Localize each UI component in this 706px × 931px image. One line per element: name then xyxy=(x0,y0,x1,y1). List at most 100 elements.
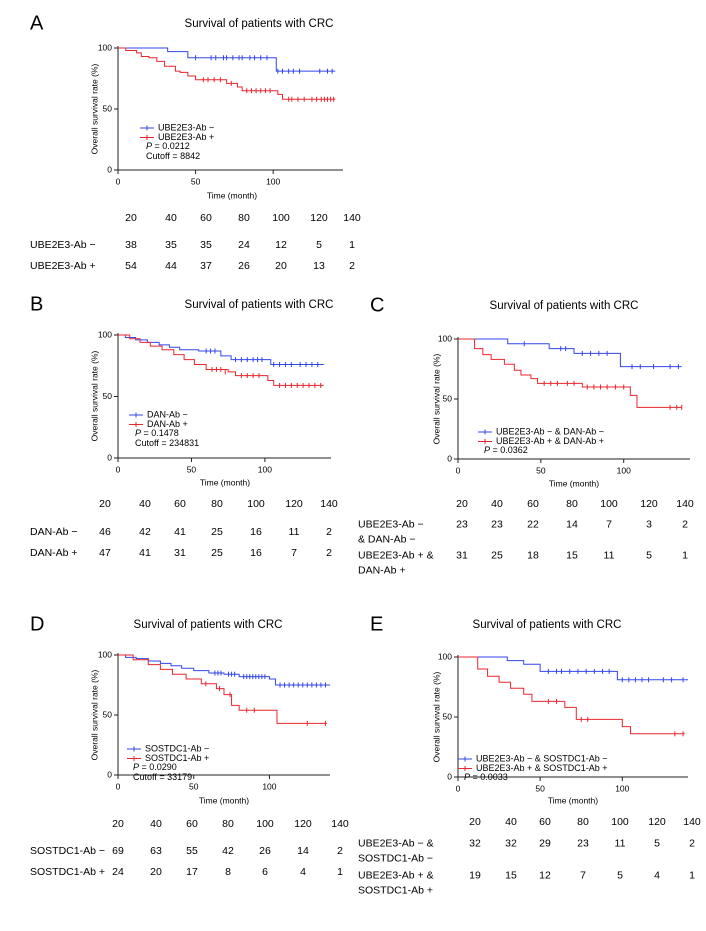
legend-label: UBE2E3-Ab + & DAN-Ab + xyxy=(496,436,604,446)
panel-letter: C xyxy=(370,294,384,316)
y-tick-label: 0 xyxy=(107,164,112,174)
risk-table-cell: 55 xyxy=(186,845,198,857)
x-tick-label: 50 xyxy=(189,781,199,791)
risk-table-cell: 7 xyxy=(291,547,297,559)
risk-table-cell: 32 xyxy=(469,837,481,849)
risk-table-cell: 35 xyxy=(165,239,177,251)
y-axis-label: Overall survival rate (%) xyxy=(89,669,99,760)
risk-table-cell: 14 xyxy=(566,518,578,530)
risk-table-cell: 32 xyxy=(505,837,517,849)
chart-title: Survival of patients with CRC xyxy=(185,18,334,30)
risk-table-row-label: DAN-Ab + xyxy=(358,564,406,576)
risk-table-row-label: SOSTDC1-Ab − xyxy=(358,852,433,864)
legend: UBE2E3-Ab − & DAN-Ab −UBE2E3-Ab + & DAN-… xyxy=(478,426,604,455)
risk-table-cell: 37 xyxy=(200,260,212,272)
risk-table-time: 60 xyxy=(186,818,198,830)
y-tick-label: 50 xyxy=(443,711,453,721)
panel-letter: E xyxy=(370,613,383,635)
risk-table-time: 100 xyxy=(611,816,629,828)
p-value: P = 0.0362 xyxy=(484,445,528,455)
panel-letter: B xyxy=(30,293,43,315)
risk-table-cell: 2 xyxy=(337,845,343,857)
risk-table-cell: 5 xyxy=(617,869,623,881)
y-axis-label: Overall survival rate (%) xyxy=(431,671,441,762)
series-line-2 xyxy=(458,656,685,735)
risk-table-cell: 5 xyxy=(646,549,652,561)
series-line-2 xyxy=(458,338,682,408)
risk-table-time: 140 xyxy=(343,212,361,224)
panel-c: C Survival of patients with CRC 0 50 100 0 50 1… xyxy=(358,294,694,576)
risk-table-time: 60 xyxy=(539,816,551,828)
risk-table-cell: 25 xyxy=(211,547,223,559)
y-tick-label: 100 xyxy=(438,651,452,661)
risk-table-time: 40 xyxy=(491,498,503,510)
risk-table-cell: 2 xyxy=(326,547,332,559)
y-tick-label: 50 xyxy=(103,103,113,113)
series-line-2 xyxy=(118,334,324,386)
risk-table-cell: 41 xyxy=(174,526,186,538)
risk-table-row-label: UBE2E3-Ab + & xyxy=(358,869,434,881)
legend-label: UBE2E3-Ab − xyxy=(158,122,214,132)
risk-table-cell: 2 xyxy=(349,260,355,272)
risk-table-time: 60 xyxy=(527,498,539,510)
series-line-1 xyxy=(118,334,324,366)
y-axis-label: Overall survival rate (%) xyxy=(431,353,441,444)
x-tick-label: 50 xyxy=(536,465,546,475)
risk-table-cell: 31 xyxy=(174,547,186,559)
risk-table-cell: 63 xyxy=(150,845,162,857)
risk-table-cell: 23 xyxy=(456,518,468,530)
risk-table-time: 20 xyxy=(456,498,468,510)
x-tick-label: 100 xyxy=(615,783,629,793)
risk-table-cell: 7 xyxy=(580,869,586,881)
cutoff-value: Cutoff = 8842 xyxy=(146,151,200,161)
legend-label: UBE2E3-Ab − & DAN-Ab − xyxy=(496,426,604,436)
risk-table-cell: 7 xyxy=(606,518,612,530)
risk-table-row-label: SOSTDC1-Ab − xyxy=(30,845,105,857)
p-value: P = 0.1478 xyxy=(135,428,179,438)
risk-table-cell: 5 xyxy=(316,239,322,251)
risk-table: 20 40 60 80 100 120 140 UBE2E3-Ab − & SOSTDC1-Ab… xyxy=(358,816,701,897)
risk-table-cell: 24 xyxy=(238,239,250,251)
risk-table-row-label: UBE2E3-Ab − xyxy=(358,518,424,530)
series-line-1 xyxy=(458,338,682,368)
risk-table-cell: 24 xyxy=(112,866,124,878)
y-tick-label: 100 xyxy=(438,333,452,343)
risk-table-cell: 16 xyxy=(250,547,262,559)
risk-table-cell: 47 xyxy=(99,547,111,559)
y-tick-label: 0 xyxy=(447,771,452,781)
risk-table-cell: 15 xyxy=(566,549,578,561)
chart-title: Survival of patients with CRC xyxy=(185,299,334,311)
risk-table-row-label: SOSTDC1-Ab + xyxy=(30,866,105,878)
x-tick-label: 0 xyxy=(116,464,121,474)
risk-table-time: 80 xyxy=(577,816,589,828)
risk-table-cell: 20 xyxy=(150,866,162,878)
risk-table-row-label: DAN-Ab + xyxy=(30,547,78,559)
x-tick-label: 100 xyxy=(258,464,272,474)
risk-table-row-label: UBE2E3-Ab + xyxy=(30,260,96,272)
y-tick-label: 0 xyxy=(447,453,452,463)
y-tick-label: 100 xyxy=(98,329,112,339)
risk-table-time: 80 xyxy=(222,818,234,830)
risk-table-cell: 25 xyxy=(491,549,503,561)
risk-table-time: 80 xyxy=(211,498,223,510)
risk-table-cell: 5 xyxy=(654,837,660,849)
risk-table-time: 20 xyxy=(99,498,111,510)
risk-table-cell: 11 xyxy=(615,837,626,849)
risk-table-time: 60 xyxy=(200,212,212,224)
risk-table-cell: 22 xyxy=(527,518,539,530)
risk-table-time: 120 xyxy=(648,816,666,828)
risk-table-time: 20 xyxy=(125,212,137,224)
risk-table-row-label: UBE2E3-Ab − & xyxy=(358,837,434,849)
risk-table-cell: 25 xyxy=(211,526,223,538)
cutoff-value: Cutoff = 33179 xyxy=(133,772,192,782)
x-tick-label: 100 xyxy=(266,176,280,186)
risk-table-time: 100 xyxy=(272,212,290,224)
risk-table-time: 120 xyxy=(310,212,328,224)
panel-letter: A xyxy=(30,12,44,34)
risk-table-time: 40 xyxy=(150,818,162,830)
y-tick-label: 50 xyxy=(103,391,113,401)
risk-table-cell: 14 xyxy=(297,845,309,857)
